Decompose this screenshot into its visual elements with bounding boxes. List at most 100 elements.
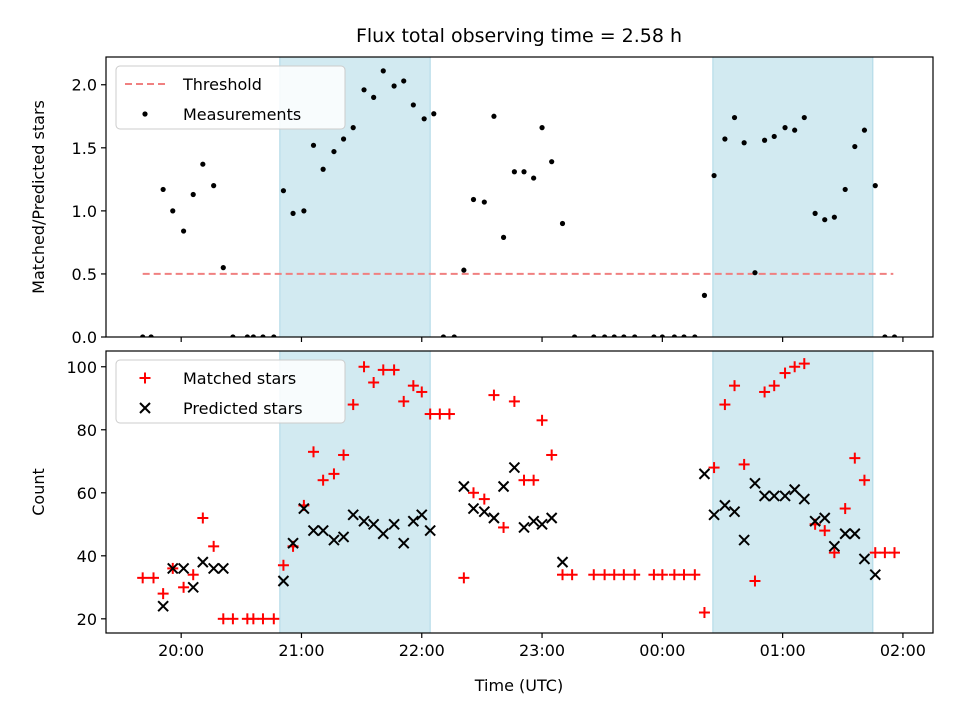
matched-star-point — [768, 380, 780, 392]
measurement-point — [160, 186, 166, 193]
measurement-point — [391, 83, 397, 89]
measurement-point — [481, 199, 487, 205]
matched-star-point — [849, 452, 861, 464]
matched-star-point — [277, 559, 289, 571]
matched-star-point — [599, 569, 611, 581]
measurement-point — [792, 127, 798, 133]
predicted-star-point — [197, 556, 209, 568]
matched-star-point — [407, 380, 419, 392]
matched-star-point — [557, 569, 569, 581]
matched-star-point — [858, 474, 870, 486]
matched-star-point — [197, 512, 209, 524]
predicted-star-point — [187, 581, 199, 594]
legend-item: Measurements — [142, 105, 301, 124]
measurement-point — [822, 217, 828, 223]
matched-star-point — [308, 446, 320, 458]
matched-star-point — [789, 361, 801, 373]
measurement-point — [431, 111, 437, 117]
measurement-point — [692, 334, 698, 337]
matched-star-point — [698, 607, 710, 619]
matched-star-point — [618, 569, 630, 581]
matched-star-point — [508, 395, 520, 407]
matched-star-point — [388, 364, 400, 376]
measurement-point — [611, 334, 617, 337]
measurement-point — [380, 68, 386, 74]
predicted-star-point — [388, 518, 400, 531]
matched-star-point — [467, 487, 479, 499]
matched-star-point — [828, 547, 840, 559]
measurement-point — [521, 169, 527, 175]
measurement-point — [401, 78, 407, 84]
measurement-point — [539, 125, 545, 131]
predicted-star-point — [545, 512, 558, 524]
matched-star-point — [208, 540, 220, 552]
matched-star-point — [338, 449, 350, 461]
measurement-point — [571, 334, 578, 337]
predicted-star-point — [719, 499, 731, 512]
matched-star-point — [347, 399, 359, 411]
measurement-point — [421, 116, 427, 122]
predicted-star-point — [467, 502, 480, 515]
predicted-star-point — [728, 505, 741, 518]
measurement-point — [771, 133, 777, 140]
matched-star-point — [478, 493, 490, 505]
predicted-star-point — [287, 537, 299, 549]
legend-item: Matched stars — [139, 369, 296, 388]
matched-star-point — [217, 613, 229, 625]
y-tick-label: 0.0 — [72, 328, 97, 347]
predicted-star-point — [858, 553, 871, 565]
matched-star-point — [879, 547, 891, 559]
measurement-point — [230, 334, 236, 337]
predicted-star-point — [527, 515, 540, 527]
predicted-star-point — [508, 461, 521, 474]
measurement-point — [170, 208, 176, 214]
measurement-point — [701, 292, 708, 298]
x-tick-label: 21:00 — [278, 641, 324, 660]
matched-star-point — [546, 449, 558, 461]
y-tick-label: 1.5 — [72, 139, 97, 158]
measurement-point — [244, 334, 250, 337]
predicted-star-point — [177, 562, 190, 575]
y-axis-label: Count — [29, 468, 48, 516]
measurement-point — [220, 265, 226, 271]
predicted-star-point — [738, 534, 750, 546]
matched-star-point — [749, 575, 761, 587]
matched-star-point — [819, 525, 831, 537]
predicted-star-point — [749, 477, 761, 490]
shaded-interval — [712, 57, 874, 337]
plot-area — [140, 57, 898, 337]
matched-star-point — [678, 569, 690, 581]
measurement-point — [140, 334, 146, 337]
matched-star-point — [268, 613, 280, 625]
matched-star-point — [488, 389, 500, 401]
x-tick-label: 01:00 — [760, 641, 806, 660]
predicted-star-point — [849, 528, 861, 540]
measurement-point — [559, 220, 566, 227]
predicted-star-point — [518, 521, 530, 534]
legend: Matched stars Predicted stars — [115, 359, 346, 424]
predicted-star-point — [167, 562, 179, 575]
measurement-point — [320, 166, 326, 172]
predicted-star-point — [277, 575, 290, 587]
matched-star-point — [729, 380, 741, 392]
measurement-point — [190, 191, 196, 198]
predicted-star-point — [779, 490, 791, 502]
measurement-point — [602, 334, 608, 337]
measurement-point — [722, 136, 728, 142]
matched-star-point — [458, 572, 470, 584]
y-tick-label: 0.5 — [72, 265, 97, 284]
predicted-star-point — [317, 524, 329, 537]
matched-star-point — [227, 613, 239, 625]
predicted-star-point — [416, 509, 428, 521]
count-panel: 20:00 21:00 22:00 23:00 00:00 01:00 02:00 20 40 6… — [29, 350, 934, 660]
measurement-point — [801, 114, 807, 121]
measurement-point — [831, 214, 837, 220]
legend-label: Predicted stars — [183, 399, 303, 418]
predicted-star-point — [708, 509, 720, 521]
x-tick-label: 22:00 — [399, 641, 445, 660]
measurement-point — [761, 137, 768, 143]
measurement-point — [681, 334, 687, 337]
measurement-point — [440, 334, 447, 337]
predicted-star-point — [798, 493, 810, 505]
